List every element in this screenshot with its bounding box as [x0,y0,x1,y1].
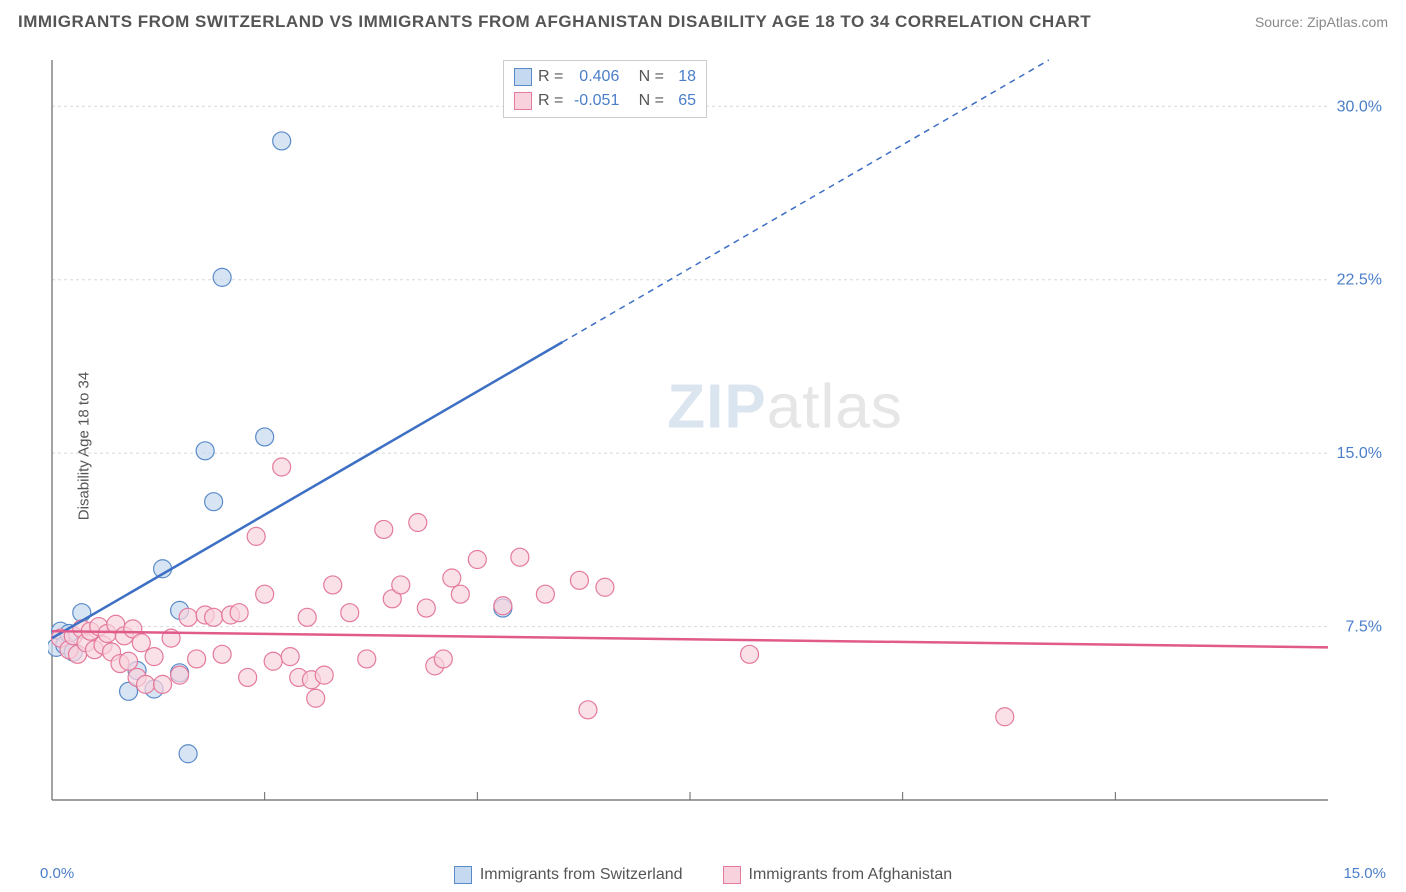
stats-swatch-icon [514,68,532,86]
stats-row: R = -0.051 N = 65 [514,89,696,113]
svg-text:22.5%: 22.5% [1337,272,1382,289]
legend-swatch-icon [723,866,741,884]
legend-swatch-icon [454,866,472,884]
legend-label: Immigrants from Afghanistan [749,866,953,884]
legend-item-switzerland: Immigrants from Switzerland [454,866,683,884]
scatter-chart: 7.5% 15.0% 22.5% 30.0% [48,50,1388,820]
stats-box: R = 0.406 N = 18 R = -0.051 N = 65 [503,60,707,118]
chart-title: IMMIGRANTS FROM SWITZERLAND VS IMMIGRANT… [18,12,1091,32]
header: IMMIGRANTS FROM SWITZERLAND VS IMMIGRANT… [18,12,1388,32]
svg-text:7.5%: 7.5% [1346,619,1382,636]
chart-area: ZIPatlas 7.5%15.0%22.5%30.0% R = 0.406 N… [48,50,1388,844]
stats-row: R = 0.406 N = 18 [514,65,696,89]
legend-item-afghanistan: Immigrants from Afghanistan [723,866,953,884]
stats-swatch-icon [514,92,532,110]
svg-text:15.0%: 15.0% [1337,445,1382,462]
source-label: Source: ZipAtlas.com [1255,14,1388,30]
legend-label: Immigrants from Switzerland [480,866,683,884]
svg-text:30.0%: 30.0% [1337,98,1382,115]
bottom-legend: Immigrants from Switzerland Immigrants f… [0,866,1406,884]
